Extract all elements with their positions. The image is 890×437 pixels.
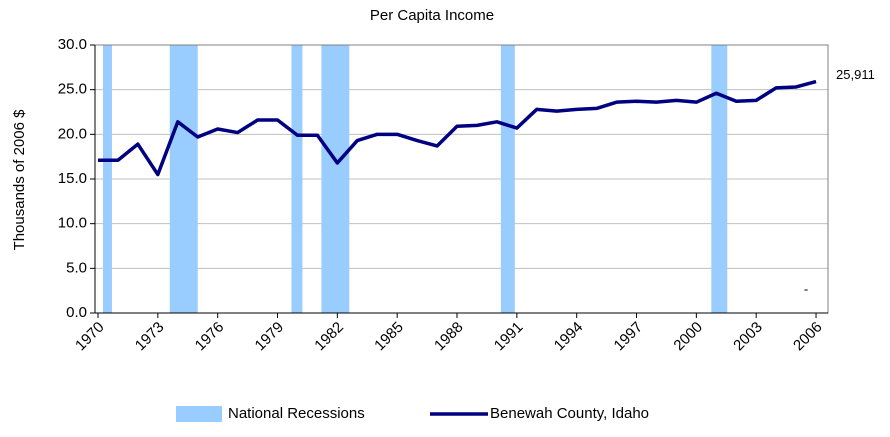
x-tick-label: 1991 — [491, 319, 527, 355]
annotation: - — [804, 281, 808, 296]
y-tick-label: 15.0 — [58, 170, 87, 187]
x-tick-label: 2006 — [790, 319, 826, 355]
y-tick-label: 5.0 — [66, 259, 87, 276]
recession-bar — [291, 45, 303, 313]
x-tick-label: 2000 — [670, 319, 706, 355]
x-tick-label: 1994 — [551, 319, 587, 355]
legend-label: Benewah County, Idaho — [490, 405, 649, 422]
recession-bar — [711, 45, 728, 313]
x-tick-label: 1979 — [252, 319, 288, 355]
x-tick-label: 2003 — [730, 319, 766, 355]
chart-title: Per Capita Income — [370, 7, 494, 24]
recession-bar — [169, 45, 198, 313]
x-tick-label: 1970 — [72, 319, 108, 355]
y-tick-label: 20.0 — [58, 125, 87, 142]
x-tick-label: 1973 — [132, 319, 168, 355]
legend-swatch — [176, 406, 222, 422]
legend-label: National Recessions — [228, 405, 365, 422]
series-line — [97, 79, 817, 177]
data-label: 25,911 — [836, 67, 875, 82]
x-tick-label: 1976 — [192, 319, 228, 355]
x-tick-label: 1982 — [311, 319, 347, 355]
recession-bar — [500, 45, 515, 313]
x-tick-label: 1997 — [611, 319, 647, 355]
x-tick-label: 1985 — [371, 319, 407, 355]
recession-bar — [321, 45, 350, 313]
recession-bar — [102, 45, 112, 313]
y-axis-title: Thousands of 2006 $ — [11, 109, 28, 251]
y-tick-label: 0.0 — [66, 304, 87, 321]
y-tick-label: 10.0 — [58, 215, 87, 232]
y-tick-label: 30.0 — [58, 36, 87, 53]
x-tick-label: 1988 — [431, 319, 467, 355]
y-tick-label: 25.0 — [58, 81, 87, 98]
